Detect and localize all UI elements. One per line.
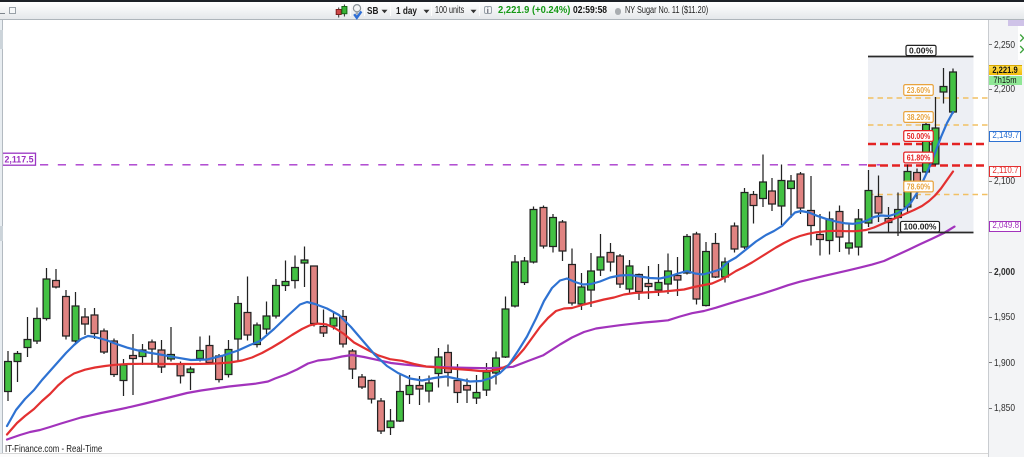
svg-text:100.00%: 100.00% bbox=[904, 223, 937, 232]
svg-text:61.80%: 61.80% bbox=[907, 154, 931, 163]
svg-text:23.60%: 23.60% bbox=[907, 86, 931, 95]
svg-text:2,117.5: 2,117.5 bbox=[5, 155, 35, 166]
svg-text:0.00%: 0.00% bbox=[909, 47, 933, 56]
svg-text:38.20%: 38.20% bbox=[907, 113, 931, 122]
svg-text:78.60%: 78.60% bbox=[907, 183, 931, 192]
svg-text:50.00%: 50.00% bbox=[907, 132, 931, 141]
